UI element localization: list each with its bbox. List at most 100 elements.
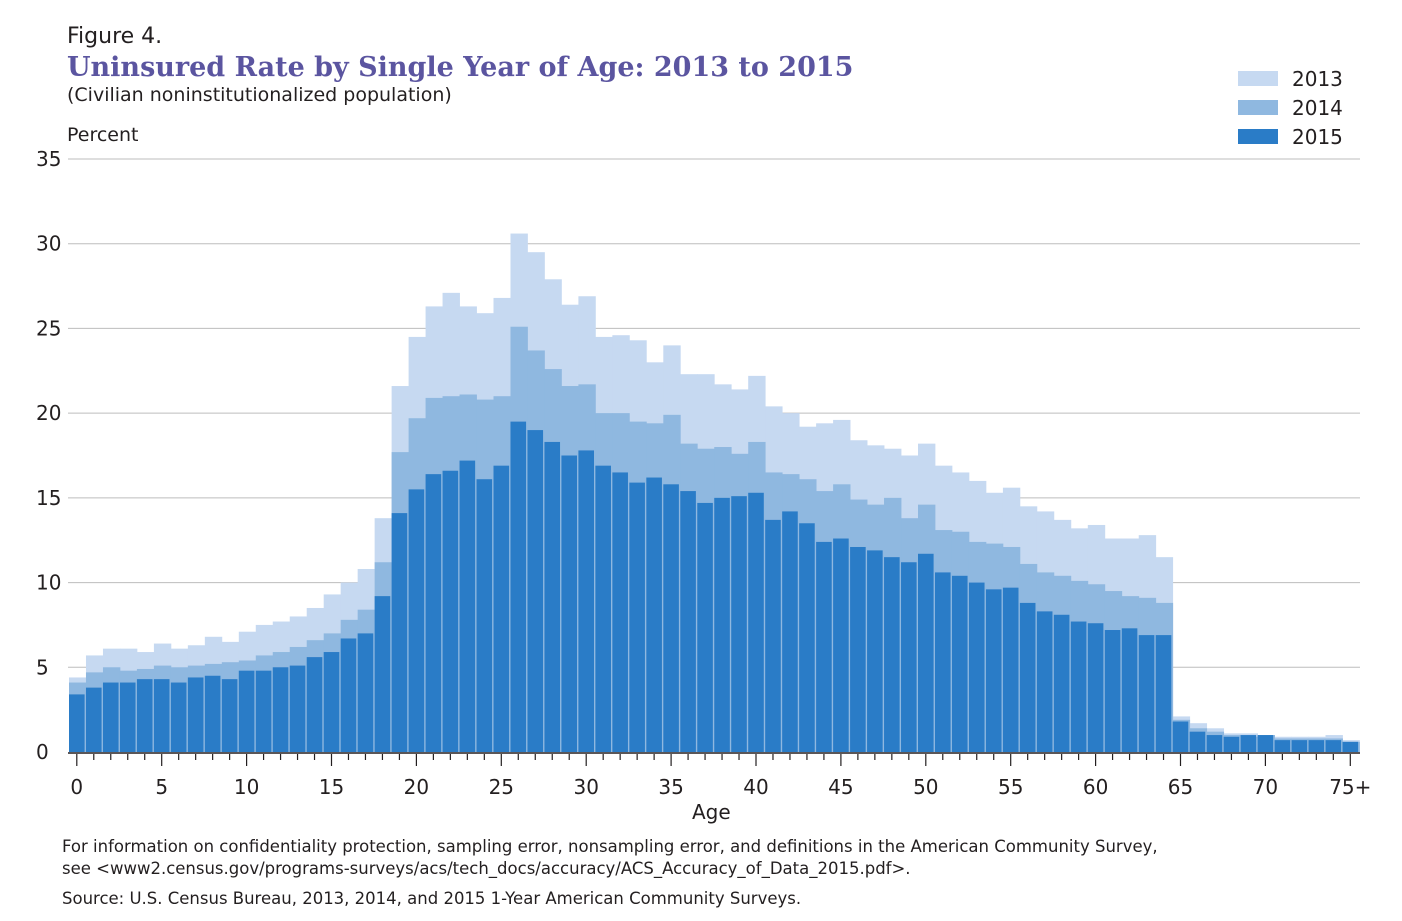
bar-2015-age-6 — [170, 682, 187, 752]
bar-2015-age-70 — [1257, 735, 1274, 752]
bar-2015-age-34 — [646, 477, 662, 752]
x-axis: 0 5 10 15 20 25 30 35 40 45 50 55 60 65 70 75+ — [68, 752, 1371, 799]
x-tick-label-10: 10 — [234, 775, 259, 799]
bar-2015-age-7 — [187, 677, 204, 752]
bar-2015-age-12 — [272, 667, 289, 752]
bar-2015-age-69 — [1240, 735, 1257, 752]
bar-2015-age-30 — [578, 450, 594, 752]
bar-2015-age-60 — [1087, 623, 1104, 752]
bar-2015-age-40 — [748, 492, 764, 752]
bar-2015-age-9 — [221, 679, 238, 752]
bar-2015-age-74 — [1325, 740, 1342, 752]
series-2015 — [69, 421, 1359, 752]
bar-2015-age-19 — [391, 513, 408, 752]
legend-item-2015: 2015 — [1238, 122, 1343, 151]
bar-2015-age-38 — [714, 497, 730, 752]
legend-item-2014: 2014 — [1238, 93, 1343, 122]
bar-2015-age-55 — [1002, 587, 1019, 752]
bar-2015-age-57 — [1036, 611, 1053, 752]
bar-2015-age-46 — [850, 546, 866, 752]
x-tick-label-60: 60 — [1083, 775, 1108, 799]
bar-2015-age-32 — [612, 472, 628, 752]
bar-2015-age-8 — [204, 675, 221, 752]
x-tick-label-0: 0 — [70, 775, 83, 799]
legend-label-2015: 2015 — [1292, 124, 1343, 149]
bar-2015-age-42 — [782, 511, 798, 752]
bar-2015-age-13 — [289, 665, 306, 752]
bar-2015-age-47 — [867, 550, 883, 752]
x-tick-label-50: 50 — [913, 775, 938, 799]
chart-title: Uninsured Rate by Single Year of Age: 20… — [67, 52, 854, 83]
y-tick-label-5: 5 — [36, 655, 49, 679]
bar-2015-age-25 — [493, 465, 510, 752]
methodology-note: For information on confidentiality prote… — [62, 836, 1158, 880]
note-line-2: see <www2.census.gov/programs-surveys/ac… — [62, 859, 911, 878]
bar-2015-age-68 — [1223, 736, 1240, 752]
bar-2015-age-65 — [1172, 721, 1189, 752]
bar-2015-age-72 — [1291, 740, 1308, 752]
bar-2015-age-10 — [238, 670, 255, 752]
bar-2015-age-48 — [884, 557, 900, 752]
x-axis-label: Age — [692, 800, 731, 824]
bar-2015-age-22 — [442, 470, 459, 752]
bar-2015-age-18 — [374, 596, 391, 752]
x-tick-label-70: 70 — [1253, 775, 1278, 799]
bar-2015-age-44 — [816, 541, 832, 752]
bar-2015-age-14 — [306, 657, 323, 752]
bar-2015-age-67 — [1206, 735, 1223, 752]
bar-2015-age-17 — [357, 633, 374, 752]
x-tick-label-55: 55 — [998, 775, 1023, 799]
x-tick-label-35: 35 — [658, 775, 683, 799]
bar-2015-age-50 — [918, 553, 934, 752]
bar-2015-age-62 — [1121, 628, 1138, 752]
bar-2015-age-26 — [510, 421, 527, 752]
legend-swatch-2013 — [1238, 71, 1278, 86]
x-tick-label-75+: 75+ — [1329, 775, 1371, 799]
bar-2015-age-33 — [629, 482, 645, 752]
x-tick-label-25: 25 — [489, 775, 514, 799]
bar-2015-age-3 — [119, 682, 136, 752]
y-tick-label-35: 35 — [36, 147, 61, 171]
bar-2015-age-45 — [833, 538, 849, 752]
bar-2015-age-63 — [1138, 635, 1155, 752]
bar-2015-age-51 — [934, 572, 951, 752]
bar-2015-age-24 — [476, 479, 493, 752]
bar-2015-age-66 — [1189, 731, 1206, 752]
figure-label: Figure 4. — [67, 24, 163, 49]
x-tick-label-30: 30 — [573, 775, 598, 799]
legend-item-2013: 2013 — [1238, 64, 1343, 93]
bar-2015-age-21 — [425, 474, 442, 752]
y-tick-label-10: 10 — [36, 571, 61, 595]
y-axis-label: Percent — [67, 124, 139, 146]
bar-2015-age-37 — [697, 502, 713, 752]
bar-2015-age-61 — [1104, 630, 1121, 752]
bar-2015-age-59 — [1070, 621, 1087, 752]
x-tick-label-65: 65 — [1168, 775, 1193, 799]
bar-2015-age-4 — [136, 679, 153, 752]
note-line-1: For information on confidentiality prote… — [62, 837, 1158, 856]
bar-2015-age-39 — [731, 496, 747, 752]
bar-2015-age-35 — [663, 484, 679, 752]
legend-swatch-2014 — [1238, 100, 1278, 115]
bar-2015-age-27 — [527, 430, 544, 752]
x-tick-label-15: 15 — [319, 775, 344, 799]
bar-2015-age-52 — [951, 575, 968, 752]
bar-2015-age-29 — [561, 455, 578, 752]
bar-2015-age-53 — [968, 582, 985, 752]
bar-2015-age-1 — [85, 687, 102, 752]
bar-2015-age-41 — [765, 519, 781, 752]
bar-2015-age-31 — [595, 465, 611, 752]
bar-2015-age-54 — [985, 589, 1002, 752]
y-tick-label-20: 20 — [36, 401, 61, 425]
x-tick-label-20: 20 — [404, 775, 429, 799]
bar-2015-age-58 — [1053, 614, 1070, 752]
bar-2015-age-23 — [459, 460, 476, 752]
bar-2015-age-28 — [544, 441, 561, 752]
bar-2015-age-20 — [408, 489, 425, 752]
legend-label-2014: 2014 — [1292, 95, 1343, 120]
y-axis-ticks: 0 5 10 15 20 25 30 35 — [36, 147, 61, 764]
bar-2015-age-11 — [255, 670, 272, 752]
y-tick-label-25: 25 — [36, 316, 61, 340]
bars — [69, 233, 1360, 752]
legend: 2013 2014 2015 — [1238, 64, 1343, 151]
